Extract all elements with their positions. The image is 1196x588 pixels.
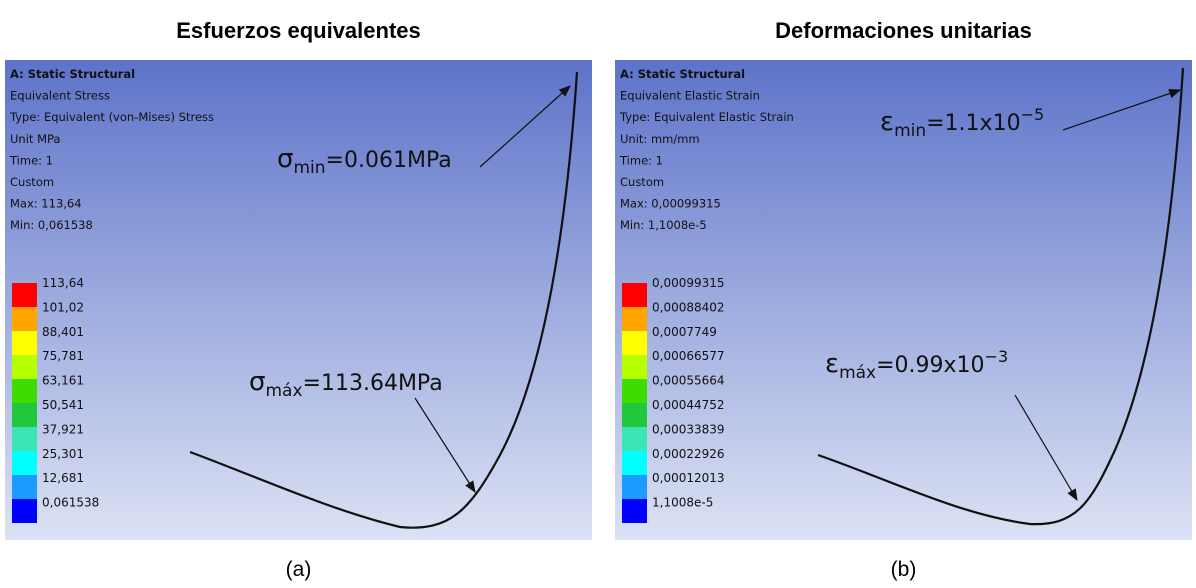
subscript: min — [894, 121, 926, 141]
symbol: σ — [249, 367, 265, 397]
legend-label: 12,681 — [42, 471, 84, 485]
legend-label: 25,301 — [42, 447, 84, 461]
legend-label: 0,00099315 — [652, 276, 725, 290]
legend-swatch — [12, 307, 37, 331]
legend-swatch — [622, 499, 647, 523]
legend-swatch — [12, 379, 37, 403]
result-view — [5, 60, 592, 540]
info-line: A: Static Structural — [10, 67, 135, 81]
legend-label: 0,00022926 — [652, 447, 725, 461]
legend-swatch — [622, 403, 647, 427]
symbol: ε — [825, 349, 839, 379]
symbol: ε — [880, 107, 894, 137]
info-line: Custom — [10, 175, 54, 189]
superscript: −3 — [985, 347, 1009, 366]
legend-label: 88,401 — [42, 325, 84, 339]
legend-swatch — [12, 283, 37, 307]
panel: Esfuerzos equivalentes A: Static Structur… — [5, 18, 592, 581]
figure: Esfuerzos equivalentes A: Static Structur… — [0, 0, 1196, 588]
info-line: Equivalent Stress — [10, 89, 110, 103]
info-line: Min: 0,061538 — [10, 218, 93, 232]
legend-swatch — [12, 427, 37, 451]
value: =113.64MPa — [303, 371, 443, 396]
legend-swatch — [12, 403, 37, 427]
symbol: σ — [277, 144, 293, 174]
legend-label: 0,00066577 — [652, 349, 725, 363]
info-line: Unit MPa — [10, 132, 60, 146]
legend-swatch — [622, 475, 647, 499]
legend-swatch — [12, 355, 37, 379]
value: =1.1x10 — [926, 111, 1020, 136]
panel-title: Esfuerzos equivalentes — [176, 18, 421, 43]
info-line: Type: Equivalent (von-Mises) Stress — [9, 110, 214, 124]
legend-swatch — [622, 307, 647, 331]
info-line: Equivalent Elastic Strain — [620, 89, 760, 103]
panel-title: Deformaciones unitarias — [775, 18, 1032, 43]
legend-label: 0,00088402 — [652, 300, 725, 314]
subscript: min — [293, 158, 325, 178]
legend-label: 0,00033839 — [652, 422, 725, 436]
info-line: Max: 0,00099315 — [620, 197, 721, 211]
legend-label: 101,02 — [42, 300, 84, 314]
legend-label: 0,00044752 — [652, 398, 725, 412]
info-line: Custom — [620, 175, 664, 189]
legend-label: 75,781 — [42, 349, 84, 363]
info-line: Unit: mm/mm — [620, 132, 700, 146]
info-line: Time: 1 — [9, 153, 53, 167]
value: =0.99x10 — [876, 353, 984, 378]
legend-swatch — [12, 475, 37, 499]
legend-label: 1,1008e-5 — [652, 496, 713, 510]
panel: Deformaciones unitarias A: Static Structu… — [615, 18, 1192, 581]
legend-swatch — [622, 331, 647, 355]
value: =0.061MPa — [326, 148, 452, 173]
superscript: −5 — [1021, 105, 1045, 124]
info-line: Max: 113,64 — [10, 197, 82, 211]
info-line: Type: Equivalent Elastic Strain — [619, 110, 794, 124]
panel-caption: (a) — [286, 558, 312, 581]
legend-label: 0,0007749 — [652, 325, 717, 339]
legend-swatch — [622, 451, 647, 475]
info-line: A: Static Structural — [620, 67, 745, 81]
legend-swatch — [12, 331, 37, 355]
info-line: Min: 1,1008e-5 — [620, 218, 707, 232]
subscript: máx — [839, 363, 876, 383]
legend-label: 113,64 — [42, 276, 84, 290]
legend-label: 0,00055664 — [652, 374, 725, 388]
legend-swatch — [622, 355, 647, 379]
legend-swatch — [622, 283, 647, 307]
legend-label: 0,00012013 — [652, 471, 725, 485]
info-line: Time: 1 — [619, 153, 663, 167]
legend-swatch — [12, 499, 37, 523]
legend-label: 63,161 — [42, 374, 84, 388]
legend-label: 37,921 — [42, 422, 84, 436]
legend-swatch — [622, 427, 647, 451]
legend-label: 50,541 — [42, 398, 84, 412]
subscript: máx — [265, 381, 302, 401]
legend-swatch — [622, 379, 647, 403]
panel-caption: (b) — [891, 558, 917, 581]
legend-label: 0,061538 — [42, 496, 99, 510]
legend-swatch — [12, 451, 37, 475]
